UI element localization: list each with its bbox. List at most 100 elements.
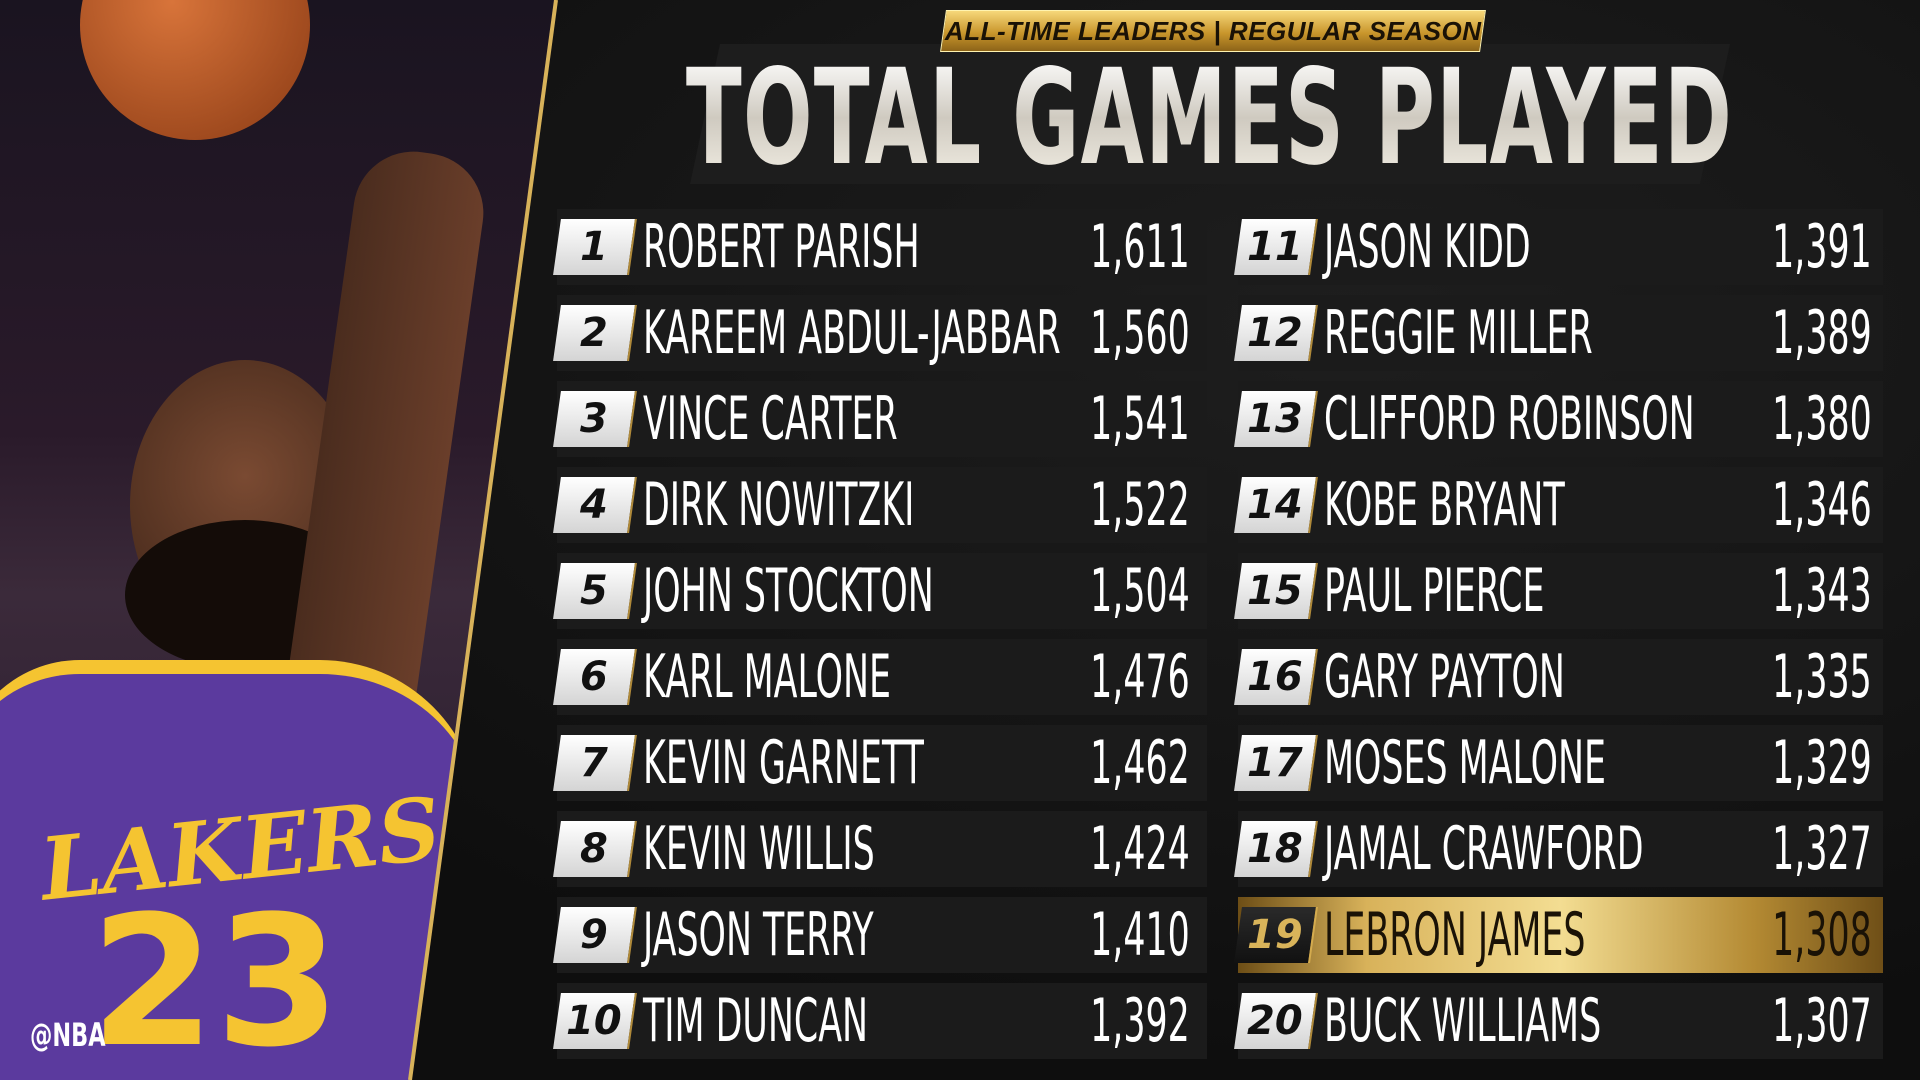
leader-row: 10 TIM DUNCAN 1,392 [553, 983, 1207, 1059]
leader-row: 20 BUCK WILLIAMS 1,307 [1234, 983, 1883, 1059]
leader-row: 12 REGGIE MILLER 1,389 [1234, 295, 1883, 371]
player-name: JASON KIDD [1324, 212, 1531, 282]
rank-box: 18 [1234, 821, 1318, 877]
leader-row: 16 GARY PAYTON 1,335 [1234, 639, 1883, 715]
rank-number: 4 [580, 482, 608, 528]
games-played: 1,346 [1772, 470, 1872, 540]
games-played: 1,504 [1090, 556, 1190, 626]
leader-row: 11 JASON KIDD 1,391 [1234, 209, 1883, 285]
leader-row: 14 KOBE BRYANT 1,346 [1234, 467, 1883, 543]
player-name: LEBRON JAMES [1324, 900, 1586, 970]
page-title: TOTAL GAMES PLAYED [250, 52, 1920, 184]
jersey [0, 660, 480, 1080]
games-played: 1,462 [1090, 728, 1190, 798]
rank-box: 5 [553, 563, 637, 619]
games-played: 1,424 [1090, 814, 1190, 884]
games-played: 1,541 [1090, 384, 1190, 454]
player-name: BUCK WILLIAMS [1324, 986, 1602, 1056]
games-played: 1,329 [1772, 728, 1872, 798]
player-name: MOSES MALONE [1324, 728, 1607, 798]
player-name: KEVIN GARNETT [643, 728, 924, 798]
games-played: 1,307 [1772, 986, 1872, 1056]
games-played: 1,611 [1090, 212, 1190, 282]
player-name: JOHN STOCKTON [643, 556, 934, 626]
games-played: 1,560 [1090, 298, 1190, 368]
rank-number: 3 [580, 396, 608, 442]
rank-number: 8 [580, 826, 608, 872]
rank-box: 8 [553, 821, 637, 877]
player-name: REGGIE MILLER [1324, 298, 1593, 368]
rank-box: 6 [553, 649, 637, 705]
rank-number: 15 [1247, 568, 1303, 614]
player-name: CLIFFORD ROBINSON [1324, 384, 1695, 454]
games-played: 1,522 [1090, 470, 1190, 540]
rank-box: 2 [553, 305, 637, 361]
rank-box: 15 [1234, 563, 1318, 619]
rank-box: 7 [553, 735, 637, 791]
player-name: DIRK NOWITZKI [643, 470, 915, 540]
rank-number: 6 [580, 654, 608, 700]
rank-box: 10 [553, 993, 637, 1049]
rank-box: 13 [1234, 391, 1318, 447]
rank-box: 4 [553, 477, 637, 533]
rank-number: 19 [1247, 912, 1303, 958]
games-played: 1,410 [1090, 900, 1190, 970]
rank-number: 10 [566, 998, 622, 1044]
rank-number: 2 [580, 310, 608, 356]
rank-number: 13 [1247, 396, 1303, 442]
games-played: 1,392 [1090, 986, 1190, 1056]
player-name: KOBE BRYANT [1324, 470, 1565, 540]
rank-number: 1 [580, 224, 608, 270]
leader-row-highlighted: 19 LEBRON JAMES 1,308 [1234, 897, 1883, 973]
rank-box: 20 [1234, 993, 1318, 1049]
leader-row: 3 VINCE CARTER 1,541 [553, 381, 1207, 457]
games-played: 1,389 [1772, 298, 1872, 368]
games-played: 1,343 [1772, 556, 1872, 626]
rank-box: 16 [1234, 649, 1318, 705]
player-name: PAUL PIERCE [1324, 556, 1545, 626]
title-text: TOTAL GAMES PLAYED [686, 41, 1734, 195]
leader-row: 13 CLIFFORD ROBINSON 1,380 [1234, 381, 1883, 457]
rank-number: 12 [1247, 310, 1303, 356]
leader-row: 2 KAREEM ABDUL-JABBAR 1,560 [553, 295, 1207, 371]
leader-row: 9 JASON TERRY 1,410 [553, 897, 1207, 973]
games-played: 1,380 [1772, 384, 1872, 454]
rank-number: 9 [580, 912, 608, 958]
rank-number: 16 [1247, 654, 1303, 700]
leader-row: 8 KEVIN WILLIS 1,424 [553, 811, 1207, 887]
player-name: KAREEM ABDUL-JABBAR [643, 298, 1061, 368]
rank-box: 11 [1234, 219, 1318, 275]
player-name: GARY PAYTON [1324, 642, 1565, 712]
leader-row: 15 PAUL PIERCE 1,343 [1234, 553, 1883, 629]
rank-number: 7 [580, 740, 608, 786]
leader-row: 6 KARL MALONE 1,476 [553, 639, 1207, 715]
rank-number: 11 [1247, 224, 1303, 270]
rank-box: 1 [553, 219, 637, 275]
rank-box: 19 [1234, 907, 1318, 963]
player-name: KARL MALONE [643, 642, 892, 712]
player-name: VINCE CARTER [643, 384, 898, 454]
player-name: JASON TERRY [643, 900, 874, 970]
rank-number: 5 [580, 568, 608, 614]
games-played: 1,391 [1772, 212, 1872, 282]
games-played: 1,327 [1772, 814, 1872, 884]
rank-box: 9 [553, 907, 637, 963]
rank-number: 18 [1247, 826, 1303, 872]
title-panel [690, 44, 1730, 184]
rank-box: 12 [1234, 305, 1318, 361]
leader-row: 18 JAMAL CRAWFORD 1,327 [1234, 811, 1883, 887]
player-name: ROBERT PARISH [643, 212, 920, 282]
leader-row: 17 MOSES MALONE 1,329 [1234, 725, 1883, 801]
player-name: KEVIN WILLIS [643, 814, 875, 884]
games-played: 1,476 [1090, 642, 1190, 712]
rank-box: 14 [1234, 477, 1318, 533]
rank-number: 14 [1247, 482, 1303, 528]
leader-row: 7 KEVIN GARNETT 1,462 [553, 725, 1207, 801]
rank-box: 17 [1234, 735, 1318, 791]
player-name: TIM DUNCAN [643, 986, 869, 1056]
jersey-number: 23 [90, 878, 341, 1080]
games-played: 1,335 [1772, 642, 1872, 712]
nba-watermark: @NBA [30, 1016, 106, 1054]
rank-box: 3 [553, 391, 637, 447]
leader-row: 1 ROBERT PARISH 1,611 [553, 209, 1207, 285]
